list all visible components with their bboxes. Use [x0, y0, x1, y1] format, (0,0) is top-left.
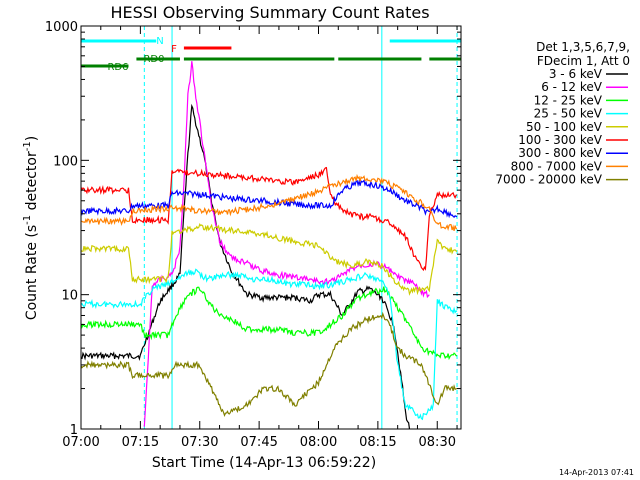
plot-frame [80, 25, 462, 430]
legend-label-0: 3 - 6 keV [549, 67, 603, 81]
legend-label-3: 25 - 50 keV [534, 107, 603, 121]
legend-label-5: 100 - 300 keV [518, 133, 602, 147]
legend-header-line-1: Det 1,3,5,6,7,9, [536, 40, 630, 54]
legend-label-6: 300 - 800 keV [518, 146, 602, 160]
legend-label-2: 12 - 25 keV [534, 93, 603, 107]
legend-label-1: 6 - 12 keV [541, 80, 603, 94]
footer-timestamp: 14-Apr-2013 07:41 [559, 468, 634, 477]
flag-label-rd6: RD6 [107, 62, 128, 73]
x-tick-label: 07:15 [122, 435, 159, 450]
flag-label-n: N [156, 36, 163, 47]
x-tick-label: 08:00 [300, 435, 337, 450]
axes: 1 10 100 1000 07:00 07:15 07:30 07:45 08:00 08:15… [45, 20, 461, 450]
series-line-6 [80, 179, 458, 219]
plot-area: NF RD0 RD6 [80, 26, 461, 430]
ylabel-superscript-2: -1 [22, 141, 33, 151]
series-line-8 [80, 311, 458, 418]
ylabel-part-1: Count Rate (s [24, 225, 40, 320]
x-tick-label: 07:30 [181, 435, 218, 450]
series-line-0 [80, 103, 411, 430]
y-tick-label: 10 [61, 289, 78, 304]
flag-label-f: F [171, 44, 177, 55]
series-line-7 [81, 173, 457, 231]
ylabel-superscript-1: -1 [22, 215, 33, 225]
series-line-2 [80, 286, 458, 361]
legend-label-8: 7000 - 20000 keV [495, 173, 602, 187]
legend-label-7: 800 - 7000 keV [511, 159, 603, 173]
series-line-1 [143, 61, 430, 427]
x-tick-label: 07:00 [62, 435, 99, 450]
x-tick-label: 07:45 [240, 435, 277, 450]
legend: Det 1,3,5,6,7,9, FDecim 1, Att 0 3 - 6 k… [495, 40, 630, 187]
chart-title: HESSI Observing Summary Count Rates [110, 3, 429, 22]
y-axis-label: Count Rate (s-1 detector-1) [22, 136, 40, 320]
legend-header-line-2: FDecim 1, Att 0 [537, 54, 630, 68]
ylabel-part-3: ) [24, 136, 40, 141]
y-tick-label: 1000 [45, 20, 78, 35]
flag-label-rd0: RD0 [143, 54, 164, 65]
x-tick-label: 08:30 [419, 435, 456, 450]
y-tick-label: 1 [70, 423, 78, 438]
series-line-4 [80, 222, 458, 296]
x-axis-label: Start Time (14-Apr-13 06:59:22) [152, 455, 376, 471]
x-tick-label: 08:15 [359, 435, 396, 450]
y-tick-label: 100 [53, 154, 78, 169]
legend-label-4: 50 - 100 keV [526, 120, 603, 134]
ylabel-part-2: detector [24, 151, 40, 215]
series-line-3 [80, 268, 458, 421]
series-line-5 [80, 166, 457, 272]
